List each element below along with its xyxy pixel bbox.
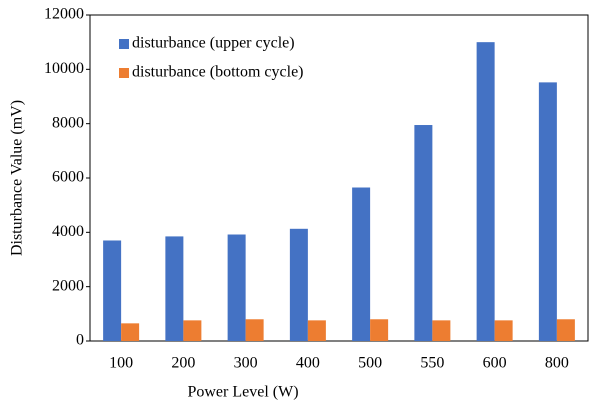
x-tick-label: 200 (171, 355, 195, 372)
bar (476, 42, 495, 342)
y-tick-label: 6000 (52, 169, 84, 186)
y-axis-title: Disturbance Value (mV) (9, 100, 26, 256)
legend-label: disturbance (bottom cycle) (132, 64, 304, 81)
x-tick-label: 300 (234, 355, 258, 372)
legend-swatch (119, 68, 129, 78)
bar (103, 240, 122, 341)
x-tick-label: 100 (109, 355, 133, 372)
x-tick-label: 400 (296, 355, 320, 372)
y-tick-label: 10000 (44, 60, 84, 77)
bar (227, 234, 246, 341)
x-tick-label: 600 (483, 355, 507, 372)
y-tick-label: 4000 (52, 223, 84, 240)
x-axis-title: Power Level (W) (187, 384, 298, 401)
plot-frame (89, 14, 589, 342)
bar (121, 323, 140, 341)
legend-label: disturbance (upper cycle) (132, 35, 295, 52)
bar (556, 319, 575, 341)
bar (432, 320, 451, 341)
y-tick-label: 2000 (52, 277, 84, 294)
y-tick-label: 0 (76, 332, 84, 349)
bar (165, 236, 184, 341)
bar (414, 125, 433, 342)
bar (370, 319, 389, 341)
bar (538, 82, 557, 341)
bar (289, 228, 308, 341)
bar (245, 319, 264, 341)
bar (352, 187, 371, 341)
bar (307, 320, 326, 341)
bar (494, 320, 513, 341)
legend-swatch (119, 39, 129, 49)
x-tick-label: 550 (420, 355, 444, 372)
y-tick-label: 8000 (52, 114, 84, 131)
x-tick-label: 800 (545, 355, 569, 372)
bar (183, 320, 202, 341)
x-tick-label: 500 (358, 355, 382, 372)
y-tick-label: 12000 (44, 6, 84, 23)
